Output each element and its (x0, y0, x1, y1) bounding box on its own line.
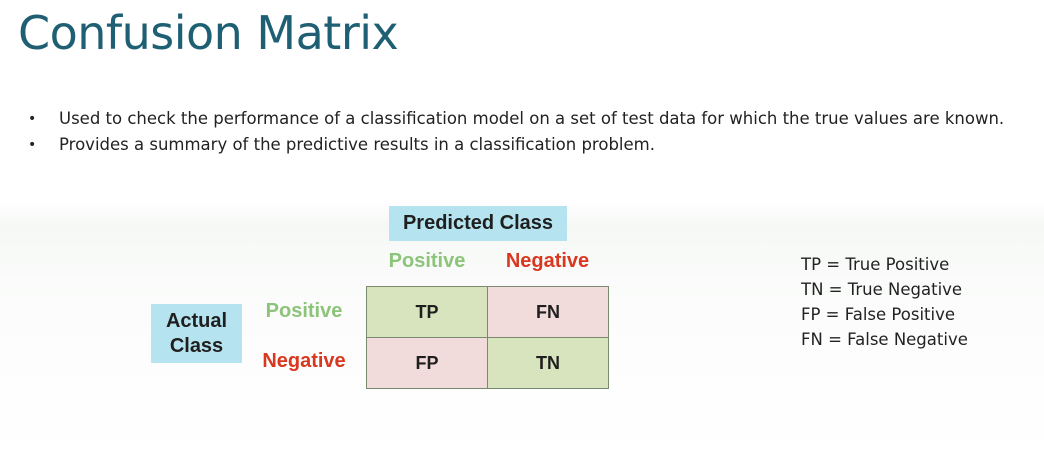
predicted-class-label: Predicted Class (389, 206, 567, 241)
confusion-matrix-table: TP FN FP TN (366, 286, 609, 389)
bullet-marker: • (28, 111, 37, 127)
row-header-positive: Positive (265, 300, 343, 322)
bullet-text: Used to check the performance of a class… (59, 109, 1005, 128)
legend-item-tn: TN = True Negative (801, 280, 963, 299)
bullet-item: • Provides a summary of the predictive r… (28, 132, 1004, 158)
matrix-row-actual-positive: TP FN (366, 286, 609, 338)
cell-true-negative: TN (487, 337, 609, 389)
legend-item-fn: FN = False Negative (801, 330, 968, 349)
slide-title: Confusion Matrix (18, 6, 399, 60)
cell-true-positive: TP (366, 286, 488, 338)
legend-item-fp: FP = False Positive (801, 305, 956, 324)
bullet-marker: • (28, 137, 37, 153)
cell-false-negative: FN (487, 286, 609, 338)
legend-list: TP = True Positive TN = True Negative FP… (801, 252, 968, 352)
column-header-negative: Negative (505, 250, 590, 272)
actual-class-label: Actual Class (151, 304, 242, 363)
matrix-row-actual-negative: FP TN (366, 337, 609, 389)
bullet-item: • Used to check the performance of a cla… (28, 106, 1004, 132)
actual-class-text: Actual Class (165, 309, 228, 357)
bullet-text: Provides a summary of the predictive res… (59, 135, 655, 154)
row-header-negative: Negative (262, 350, 346, 372)
column-header-positive: Positive (388, 250, 466, 272)
bullet-list: • Used to check the performance of a cla… (28, 106, 1004, 158)
legend-item-tp: TP = True Positive (801, 255, 950, 274)
cell-false-positive: FP (366, 337, 488, 389)
